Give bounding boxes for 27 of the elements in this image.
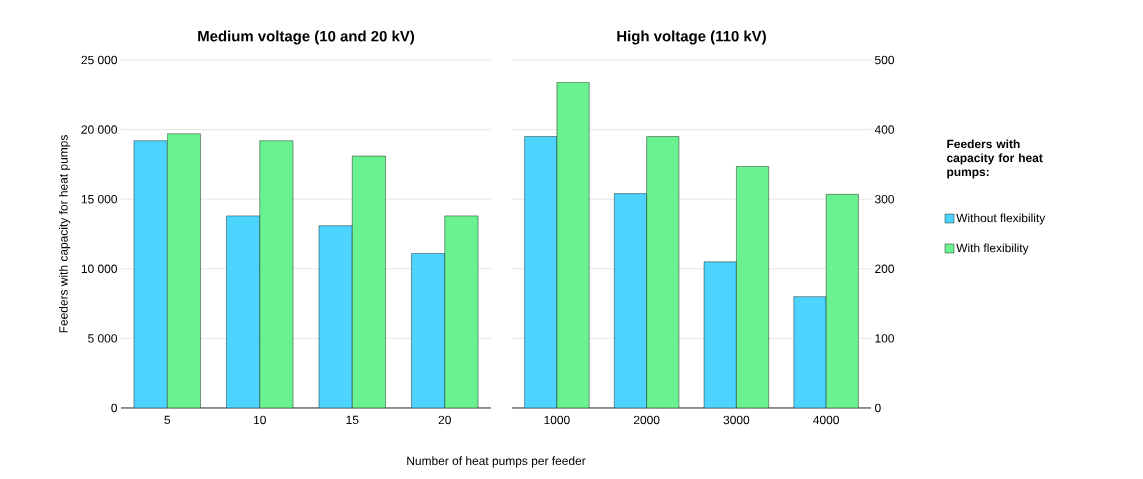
x-tick-label: 10 xyxy=(254,415,266,425)
chart-title: Medium voltage (10 and 20 kV) xyxy=(198,30,415,45)
x-tick-label: 2000 xyxy=(633,415,660,425)
y2-tick-label: 400 xyxy=(874,125,895,134)
y2-tick-label: 0 xyxy=(875,403,881,413)
x-tick-label: 5 xyxy=(164,415,171,425)
x-tick-label: 4000 xyxy=(813,415,839,425)
y2-tick-label: 200 xyxy=(875,264,895,274)
y-axis-title: Feeders with capacity for heat pumps xyxy=(58,135,71,333)
y-tick-label: 20 000 xyxy=(81,125,118,134)
x-tick-label: 3000 xyxy=(723,415,750,425)
legend-title: Feeders with capacity for heat pumps: xyxy=(946,139,1043,179)
x-tick-label: 1000 xyxy=(544,415,570,425)
y2-tick-label: 100 xyxy=(875,334,895,343)
y-tick-label: 5 000 xyxy=(88,334,118,343)
y-tick-label: 0 xyxy=(111,403,118,413)
y-tick-label: 25 000 xyxy=(81,55,118,65)
x-tick-label: 15 xyxy=(346,415,359,425)
legend-label: With flexibility xyxy=(956,243,1029,255)
y-tick-label: 10 000 xyxy=(81,264,118,274)
chart-title: High voltage (110 kV) xyxy=(617,30,766,45)
y2-tick-label: 500 xyxy=(875,55,895,65)
legend-label: Without flexibility xyxy=(956,213,1046,225)
y2-tick-label: 300 xyxy=(874,194,895,204)
x-tick-label: 20 xyxy=(438,415,451,425)
y-tick-label: 15 000 xyxy=(81,194,118,204)
x-axis-title: Number of heat pumps per feeder xyxy=(407,456,586,468)
